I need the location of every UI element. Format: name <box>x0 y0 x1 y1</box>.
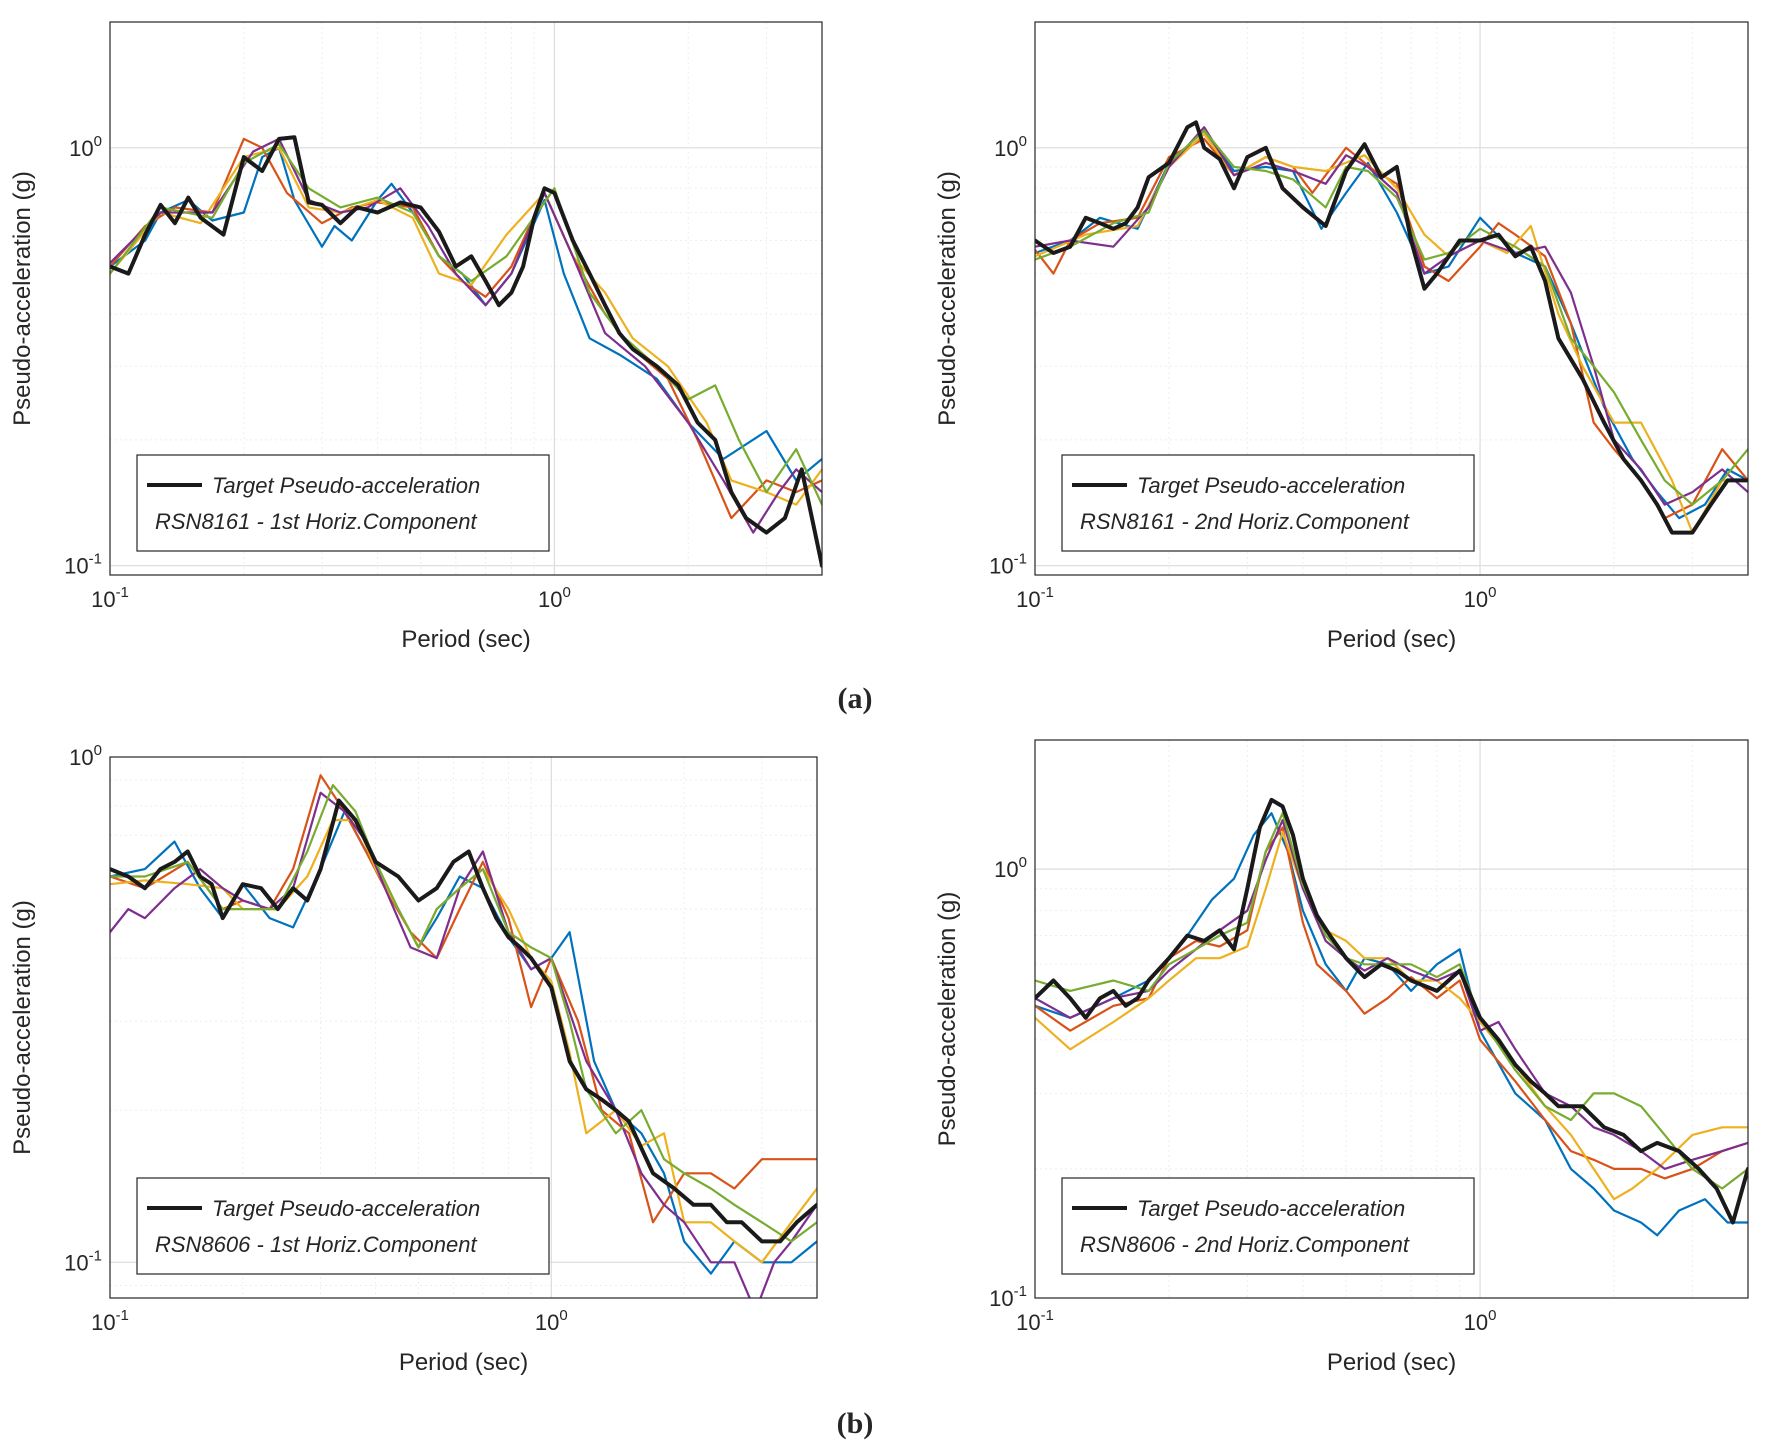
series-group <box>1035 797 1748 1237</box>
series-line-green <box>110 143 822 506</box>
legend-box <box>136 1177 550 1275</box>
y-tick-label: 10-1 <box>64 551 102 579</box>
y-tick-label: 100 <box>69 742 102 770</box>
x-tick-label: 100 <box>1464 584 1497 612</box>
x-tick-label: 10-1 <box>1016 1307 1054 1335</box>
y-axis-label: Pseudo-acceleration (g) <box>9 900 36 1155</box>
y-axis-label: Pseudo-acceleration (g) <box>9 171 36 426</box>
legend-box <box>136 454 550 552</box>
series-line-target <box>1035 797 1748 1225</box>
axes-box <box>109 21 823 576</box>
series-line-yellow <box>1035 132 1748 534</box>
series-group <box>110 135 822 568</box>
series-line-green <box>1035 812 1748 1190</box>
x-tick-label: 100 <box>535 1307 568 1335</box>
panel-label-a: (a) <box>838 682 873 715</box>
x-tick-label: 100 <box>538 584 571 612</box>
legend-target-label: Target Pseudo-acceleration <box>1137 473 1405 498</box>
legend-box <box>1061 454 1475 552</box>
chart-a-2nd-horizontal: 10-1 100 10-1 100 Period (sec) Pseudo-acceler… <box>934 21 1749 653</box>
y-tick-label: 10-1 <box>989 1283 1027 1311</box>
y-axis-label: Pseudo-acceleration (g) <box>934 171 961 426</box>
legend: Target Pseudo-acceleration RSN8161 - 1st … <box>136 454 550 552</box>
x-tick-label: 10-1 <box>91 584 129 612</box>
y-tick-label: 10-1 <box>989 551 1027 579</box>
series-line-green <box>110 783 817 1243</box>
chart-b-2nd-horizontal: 10-1 100 10-1 100 Period (sec) Pseudo-acceler… <box>934 739 1749 1376</box>
y-tick-label: 100 <box>994 854 1027 882</box>
chart-b-1st-horizontal: 10-1 100 10-1 100 Period (sec) Pseudo-acceler… <box>9 742 818 1376</box>
legend-target-label: Target Pseudo-acceleration <box>212 1196 480 1221</box>
legend-record-label: RSN8161 - 1st Horiz.Component <box>155 509 477 534</box>
y-axis-label: Pseudo-acceleration (g) <box>934 892 961 1147</box>
x-axis-label: Period (sec) <box>399 1349 528 1376</box>
legend-box <box>1061 1177 1475 1275</box>
x-axis-label: Period (sec) <box>1327 626 1456 653</box>
series-group <box>1035 120 1748 535</box>
legend-target-label: Target Pseudo-acceleration <box>1137 1196 1405 1221</box>
legend: Target Pseudo-acceleration RSN8606 - 2nd … <box>1061 1177 1475 1275</box>
x-axis-label: Period (sec) <box>1327 1349 1456 1376</box>
panel-label-b: (b) <box>837 1407 874 1440</box>
axes-box <box>1034 21 1749 576</box>
series-line-target <box>1035 120 1748 535</box>
legend-record-label: RSN8161 - 2nd Horiz.Component <box>1080 509 1410 534</box>
legend-record-label: RSN8606 - 1st Horiz.Component <box>155 1232 477 1257</box>
axes-box <box>1034 739 1749 1299</box>
series-line-red <box>1035 826 1748 1180</box>
legend-record-label: RSN8606 - 2nd Horiz.Component <box>1080 1232 1410 1257</box>
series-line-target <box>110 135 822 568</box>
x-tick-label: 10-1 <box>1016 584 1054 612</box>
x-tick-label: 10-1 <box>91 1307 129 1335</box>
y-tick-label: 100 <box>69 133 102 161</box>
y-tick-label: 10-1 <box>64 1247 102 1275</box>
chart-a-1st-horizontal: 10-1 100 10-1 100 Period (sec) Pseudo-acceler… <box>9 21 823 653</box>
y-tick-label: 100 <box>994 133 1027 161</box>
legend: Target Pseudo-acceleration RSN8606 - 1st … <box>136 1177 550 1275</box>
legend: Target Pseudo-acceleration RSN8161 - 2nd … <box>1061 454 1475 552</box>
x-axis-label: Period (sec) <box>401 626 530 653</box>
x-tick-label: 100 <box>1464 1307 1497 1335</box>
series-line-target <box>110 798 817 1244</box>
axes-box <box>109 756 818 1299</box>
legend-target-label: Target Pseudo-acceleration <box>212 473 480 498</box>
series-group <box>110 774 817 1298</box>
